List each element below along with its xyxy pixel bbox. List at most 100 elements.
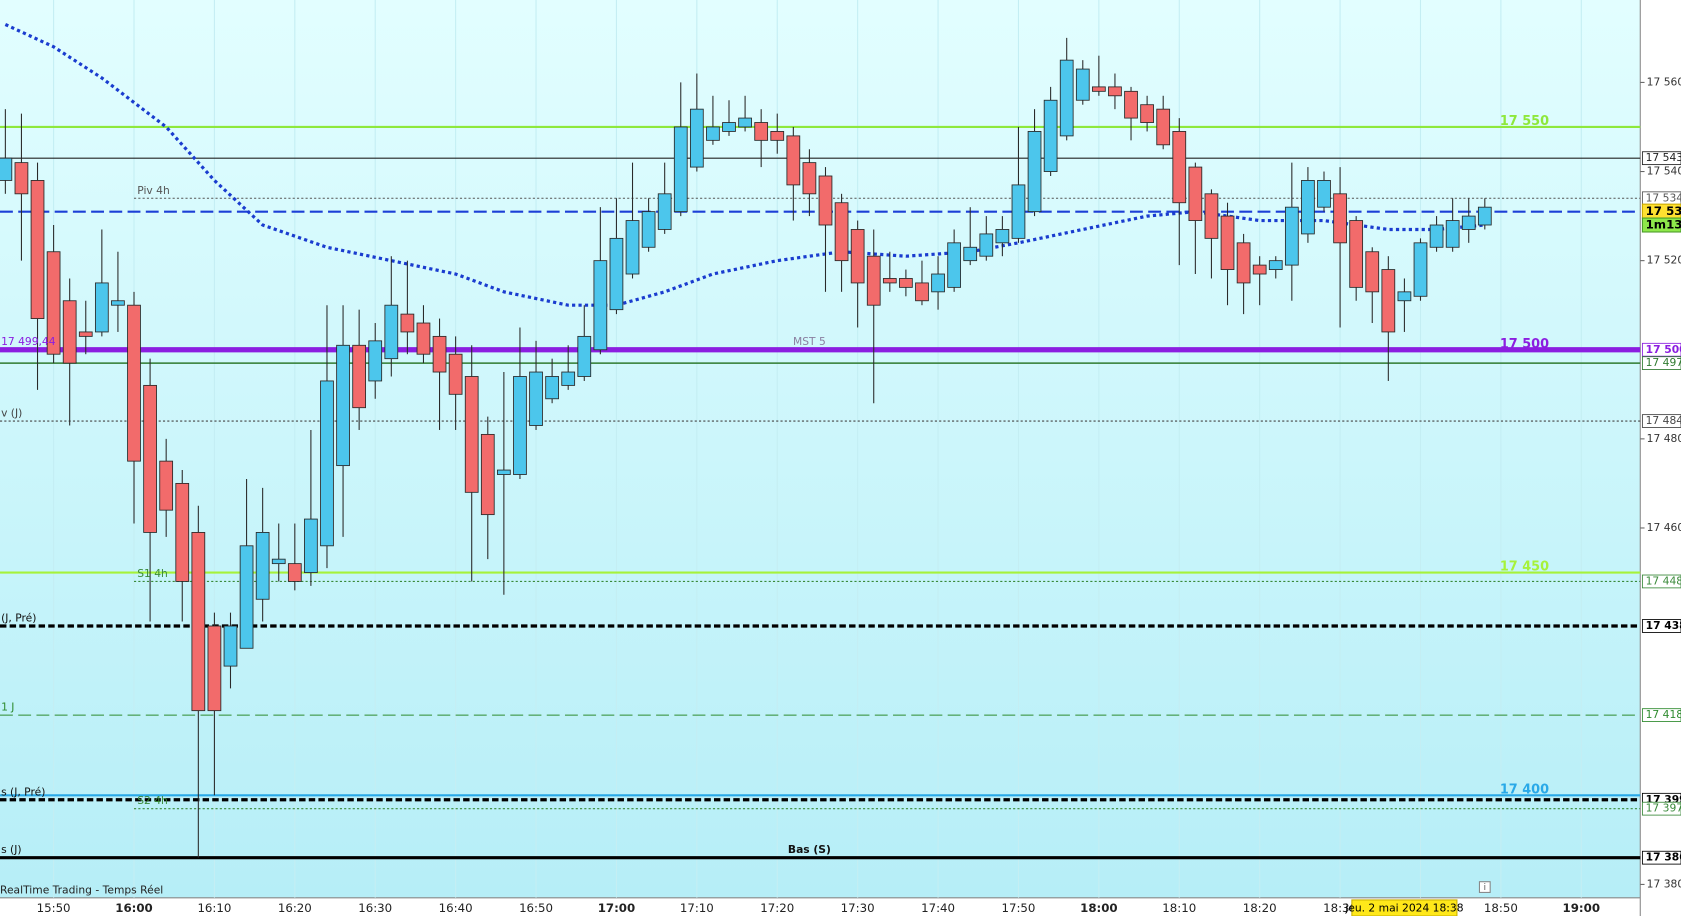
candle-body [255,532,270,600]
candle-body [480,433,495,516]
candle-body [1477,206,1492,226]
moving-average [4,23,1485,307]
candle-body [882,278,897,284]
candle-body [609,237,624,311]
candle-body [738,117,752,128]
candle-body [1317,180,1331,208]
candle-body [46,251,61,355]
candle-body [802,162,817,195]
x-tick-label: 16:20 [278,901,312,915]
candle-body [1268,260,1283,270]
candle-body [1284,206,1299,266]
y-tick-label: 17 540 [1647,165,1681,178]
time-axis-panel [0,897,1641,916]
candle-body [287,563,302,582]
axis-panel [1640,0,1681,916]
candle-body [223,625,238,667]
candle-body [689,108,704,168]
timer-box [1641,217,1681,233]
candle-body [625,220,640,275]
candle-body [786,135,801,186]
axis-level-label: 17 543 [1646,151,1681,164]
candle-body [706,126,720,141]
candle-body [545,376,559,400]
axis-level-label: 17 386 [1646,851,1681,864]
x-tick-label: 17:20 [760,901,794,915]
axis-level-label: 17 397 [1646,802,1681,815]
level-mid-label: MST 5 [793,335,826,348]
candle-body [818,175,833,226]
candle-body [1188,166,1203,221]
candle-body [207,625,222,712]
candle-body [979,233,994,257]
candle-body [271,558,286,565]
candle-body [1140,104,1154,123]
candle-body [1220,215,1235,270]
candle-body [722,122,736,132]
cursor-date-box [1351,899,1458,916]
candle-body [320,380,334,547]
axis-level-box [1641,801,1681,816]
candle-body [111,300,125,306]
candle-body [834,202,849,262]
axis-level-label: 17 484 [1646,414,1681,427]
x-tick-label: 17:40 [921,901,955,915]
level-label: 17 550 [1500,114,1549,129]
candle-body [1397,291,1412,302]
level-left-label: v (J) [1,407,22,420]
candle-body [143,384,157,533]
x-tick-label: 17:10 [680,901,714,915]
axis-level-box [1641,151,1681,166]
candle-body [78,331,93,337]
candle-body [754,122,769,141]
candle-body [384,304,399,360]
info-icon[interactable] [1478,881,1491,893]
candle-body [1172,131,1187,204]
level-label: 17 400 [1500,782,1549,797]
level-left-label: 17 499,44 [1,335,56,348]
axis-level-box [1641,574,1681,589]
level-label: 17 500 [1500,337,1549,352]
axis-level-label: 17 418 [1646,708,1681,721]
candle-body [899,278,913,288]
candle-body [1075,68,1090,101]
candle-body [513,376,527,475]
candle-body [673,126,688,213]
candle-body [1092,86,1106,92]
candle-body [577,335,592,377]
candle-body [368,340,383,382]
level-left-label: S2 4h [137,794,168,807]
candle-body [850,229,865,284]
candle-body [947,242,962,288]
candle-body [464,376,479,493]
x-tick-label: 18:20 [1243,901,1277,915]
level-left-label: s (J) [1,843,22,856]
candle-body [1011,184,1026,239]
x-tick-label: 18:30 [1323,901,1357,915]
candle-body [94,282,109,333]
y-tick-label: 17 560 [1647,75,1681,88]
candle-body [0,157,13,181]
candle-body [1461,215,1476,230]
candle-body [1236,242,1251,284]
level-label: 17 450 [1500,560,1549,575]
candle-body [1108,86,1122,97]
candle-body [1413,242,1428,297]
candle-body [400,313,415,333]
candle-body [239,545,254,649]
x-tick-label: 18:50 [1484,901,1518,915]
candle-body [593,260,608,351]
candle-body [1349,220,1364,288]
candle-body [304,518,318,573]
candle-body [770,131,785,141]
x-tick-label: 16:30 [358,901,392,915]
candle-body [1429,224,1444,248]
candle-body [931,273,945,293]
candle-body [1365,251,1380,293]
level-mid-label: Bas (S) [788,843,831,856]
x-tick-label: 18:00 [1080,901,1117,915]
x-tick-label: 16:00 [115,901,152,915]
current-price-label: 17 53 [1646,204,1681,218]
